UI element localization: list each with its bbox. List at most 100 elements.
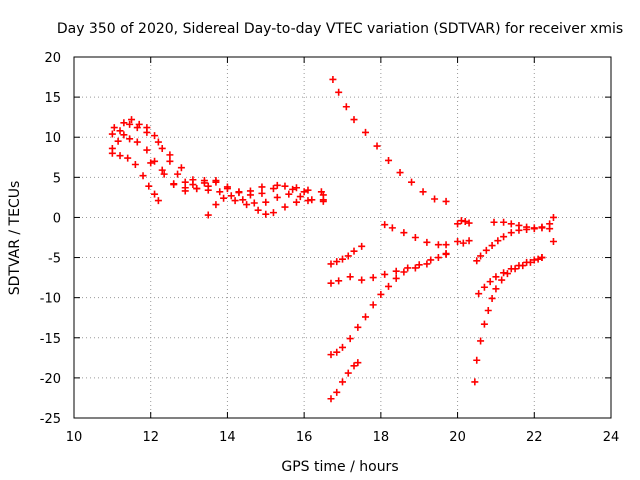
- data-point: [335, 277, 343, 285]
- data-point: [126, 135, 134, 143]
- data-point: [289, 185, 297, 193]
- data-point: [480, 320, 488, 328]
- data-point: [346, 273, 354, 281]
- data-point: [158, 144, 166, 152]
- data-point: [235, 189, 243, 197]
- data-point: [243, 201, 251, 209]
- data-point: [239, 196, 247, 204]
- data-point: [434, 241, 442, 249]
- data-point: [507, 229, 515, 237]
- data-point: [385, 156, 393, 164]
- data-point: [151, 132, 159, 140]
- data-point: [327, 351, 335, 359]
- data-point: [269, 209, 277, 217]
- y-tick-label: 10: [44, 131, 61, 146]
- data-point: [339, 255, 346, 263]
- data-point: [151, 157, 159, 165]
- data-point: [465, 237, 473, 245]
- data-point: [154, 138, 162, 146]
- data-point: [154, 197, 162, 205]
- data-point: [457, 217, 465, 225]
- data-point: [147, 159, 155, 167]
- data-point: [427, 256, 435, 264]
- data-point: [515, 262, 523, 270]
- x-tick-label: 22: [526, 430, 543, 445]
- data-point: [507, 220, 515, 228]
- data-point: [369, 301, 377, 309]
- data-point: [269, 185, 277, 193]
- data-point: [335, 88, 343, 96]
- plot-frame: [73, 56, 612, 419]
- data-point: [327, 395, 335, 403]
- x-tick-label: 20: [449, 430, 466, 445]
- x-tick-label: 18: [373, 430, 390, 445]
- data-point: [220, 194, 228, 202]
- data-point: [333, 388, 341, 396]
- data-point: [494, 237, 502, 245]
- data-point: [281, 203, 289, 211]
- data-point: [151, 190, 159, 198]
- data-point: [362, 313, 370, 321]
- data-point: [523, 258, 531, 266]
- data-point: [523, 223, 531, 231]
- data-point: [500, 218, 508, 226]
- data-point: [170, 180, 178, 188]
- data-point: [223, 185, 231, 193]
- data-point: [273, 181, 281, 189]
- data-point: [473, 356, 481, 364]
- data-point: [477, 252, 485, 260]
- data-point: [381, 221, 389, 229]
- y-tick-label: -5: [48, 252, 61, 267]
- data-point: [143, 128, 151, 136]
- data-point: [258, 183, 266, 191]
- data-point: [281, 182, 289, 190]
- data-point: [549, 238, 557, 246]
- data-point: [454, 220, 462, 228]
- x-tick-label: 24: [603, 430, 620, 445]
- data-point: [128, 116, 136, 124]
- data-point: [114, 137, 122, 145]
- x-tick-label: 12: [142, 430, 159, 445]
- data-point: [108, 149, 116, 157]
- data-point: [415, 261, 423, 269]
- data-point: [400, 229, 408, 237]
- data-point: [515, 221, 523, 229]
- data-point: [503, 270, 511, 278]
- data-point: [480, 283, 488, 291]
- data-point: [204, 211, 212, 219]
- data-point: [392, 274, 400, 282]
- data-point: [381, 270, 389, 278]
- data-point: [120, 131, 128, 139]
- data-point: [442, 197, 450, 205]
- y-tick-label: 15: [44, 91, 61, 106]
- data-point: [124, 154, 132, 162]
- data-point: [442, 241, 450, 249]
- data-point: [369, 274, 377, 282]
- data-point: [160, 170, 168, 178]
- data-point: [166, 157, 174, 165]
- data-point: [262, 210, 270, 218]
- data-point: [404, 264, 412, 272]
- data-point: [408, 178, 416, 186]
- data-point: [246, 187, 254, 195]
- data-point: [538, 254, 546, 262]
- data-point: [344, 252, 352, 260]
- data-point: [488, 242, 496, 250]
- data-point: [292, 198, 300, 206]
- chart-title: Day 350 of 2020, Sidereal Day-to-day VTE…: [57, 21, 623, 37]
- data-point: [344, 369, 352, 377]
- data-point: [350, 247, 358, 255]
- data-point: [354, 323, 362, 331]
- data-point: [327, 279, 335, 287]
- data-point: [471, 378, 479, 386]
- data-point: [120, 119, 128, 127]
- data-point: [490, 218, 498, 226]
- data-point: [546, 220, 554, 228]
- data-point: [346, 335, 354, 343]
- data-point: [126, 120, 134, 128]
- data-point: [327, 260, 335, 268]
- data-point: [181, 187, 189, 195]
- x-tick-label: 10: [66, 430, 83, 445]
- data-point: [139, 172, 147, 180]
